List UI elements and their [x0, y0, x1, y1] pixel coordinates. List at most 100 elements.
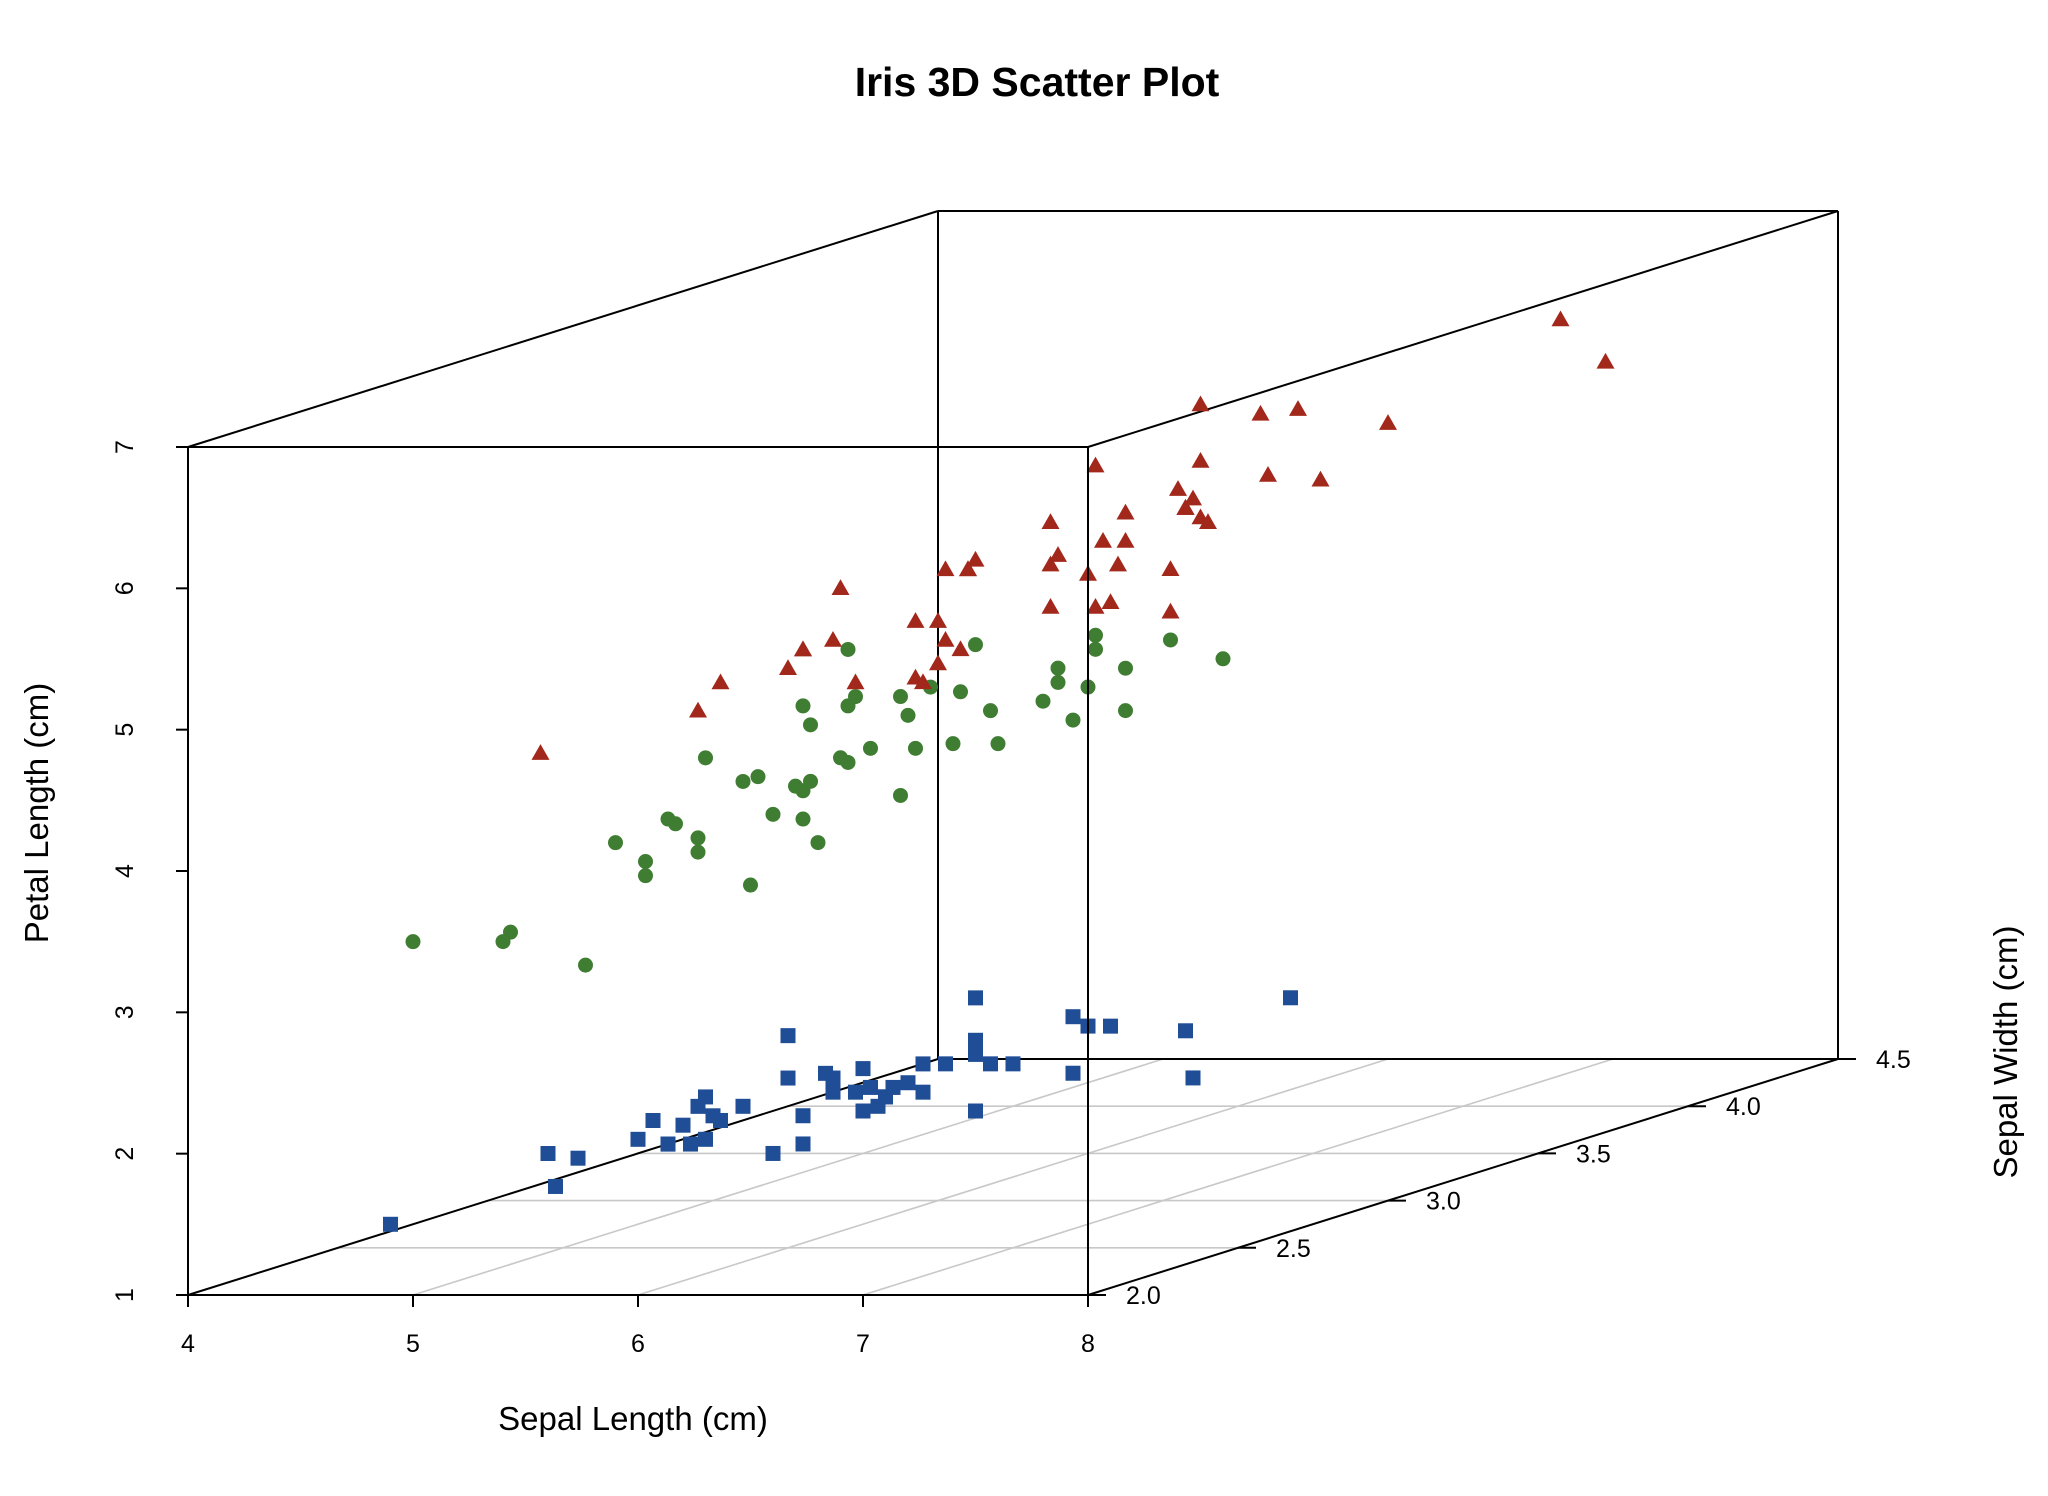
data-point-square [855, 1061, 871, 1077]
data-point-circle [840, 641, 856, 657]
data-point-square [938, 1056, 953, 1072]
data-point-triangle [1161, 602, 1180, 619]
data-point-circle [1035, 693, 1051, 709]
data-point-triangle [1184, 489, 1202, 506]
data-point-square [660, 1136, 676, 1152]
y-tick-label: 4.0 [1726, 1093, 1761, 1121]
data-point-square [1103, 1018, 1118, 1034]
data-point-triangle [779, 659, 797, 676]
z-tick-label: 2 [111, 1147, 139, 1161]
data-point-triangle [1191, 451, 1210, 468]
data-point-triangle [929, 654, 947, 671]
floor-grid [187, 1058, 1839, 1296]
data-point-circle [968, 637, 983, 653]
y-tick-label: 3.0 [1426, 1188, 1461, 1216]
data-point-triangle [1551, 310, 1570, 327]
data-point-triangle [1289, 400, 1307, 416]
data-point-circle [848, 689, 863, 705]
data-point-circle [990, 736, 1006, 752]
z-tick-label: 3 [111, 1005, 139, 1019]
y-tick-label: 4.5 [1876, 1046, 1911, 1074]
y-axis-label: Sepal Width (cm) [1987, 925, 2024, 1178]
box-edge [1087, 210, 1839, 448]
data-point-triangle [1041, 513, 1060, 529]
data-point-triangle [914, 673, 932, 690]
data-point-triangle [1169, 480, 1187, 496]
data-point-circle [668, 816, 683, 832]
data-point-square [540, 1146, 556, 1162]
grid-line-x [412, 1058, 1164, 1296]
data-point-square [915, 1056, 931, 1072]
x-axis-label: Sepal Length (cm) [498, 1400, 768, 1437]
data-point-square [1065, 1065, 1081, 1081]
z-tick-label: 7 [111, 440, 139, 454]
y-tick-label: 3.5 [1576, 1140, 1611, 1168]
data-point-circle [743, 877, 758, 893]
x-tick-label: 7 [856, 1330, 870, 1358]
data-point-circle [1088, 641, 1103, 657]
data-point-circle [893, 787, 908, 803]
data-point-square [780, 1070, 796, 1086]
data-point-triangle [1191, 395, 1210, 412]
data-point-square [870, 1098, 886, 1114]
data-point-circle [1050, 660, 1066, 676]
z-tick-label: 5 [111, 723, 139, 737]
data-point-square [983, 1056, 998, 1072]
data-point-circle [750, 769, 766, 785]
data-point-triangle [794, 640, 812, 657]
data-point-circle [810, 835, 826, 851]
data-point-triangle [1116, 532, 1135, 548]
data-point-circle [795, 811, 811, 827]
data-point-circle [795, 698, 811, 714]
data-point-triangle [831, 579, 850, 595]
data-point-triangle [1086, 456, 1105, 473]
data-point-triangle [846, 673, 865, 690]
data-point-square [968, 1103, 983, 1119]
data-point-triangle [959, 560, 977, 577]
box-edge [1087, 1058, 1839, 1296]
data-point-triangle [1199, 513, 1217, 529]
data-point-square [713, 1112, 728, 1128]
data-point-circle [908, 740, 923, 756]
data-point-triangle [1176, 499, 1195, 515]
data-point-circle [1050, 674, 1066, 690]
data-point-triangle [1251, 404, 1270, 421]
data-point-circle [1065, 712, 1081, 728]
data-point-square [630, 1131, 646, 1147]
data-point-circle [735, 773, 751, 789]
data-point-circle [983, 703, 998, 719]
z-axis-label: Petal Length (cm) [18, 683, 55, 943]
data-point-triangle [1379, 414, 1397, 430]
z-tick-label: 4 [111, 864, 139, 878]
data-point-circle [953, 684, 968, 700]
data-point-square [900, 1075, 916, 1091]
data-point-circle [405, 934, 421, 950]
data-point-square [968, 990, 983, 1006]
chart-title: Iris 3D Scatter Plot [855, 59, 1220, 105]
data-point-circle [608, 835, 623, 851]
x-tick-label: 8 [1081, 1330, 1095, 1358]
y-tick-label: 2.0 [1126, 1282, 1161, 1310]
data-point-circle [495, 934, 511, 950]
data-point-square [1185, 1070, 1201, 1086]
data-point-circle [788, 778, 803, 794]
data-point-square [825, 1084, 841, 1100]
data-point-circle [900, 707, 916, 723]
box-back-edges [187, 210, 1839, 1296]
data-point-square [795, 1108, 811, 1124]
data-point-triangle [689, 701, 707, 718]
data-point-square [645, 1112, 661, 1128]
data-point-square [675, 1117, 691, 1133]
box-edge [187, 210, 939, 448]
data-point-square [698, 1131, 713, 1147]
data-point-triangle [1116, 503, 1135, 520]
data-point-circle [1163, 632, 1178, 648]
data-point-circle [893, 689, 908, 705]
data-point-triangle [1596, 352, 1615, 369]
data-point-triangle [1086, 598, 1105, 614]
data-point-square [968, 1032, 983, 1048]
data-point-circle [690, 844, 706, 860]
data-point-square [548, 1178, 563, 1194]
data-point-square [383, 1216, 398, 1232]
